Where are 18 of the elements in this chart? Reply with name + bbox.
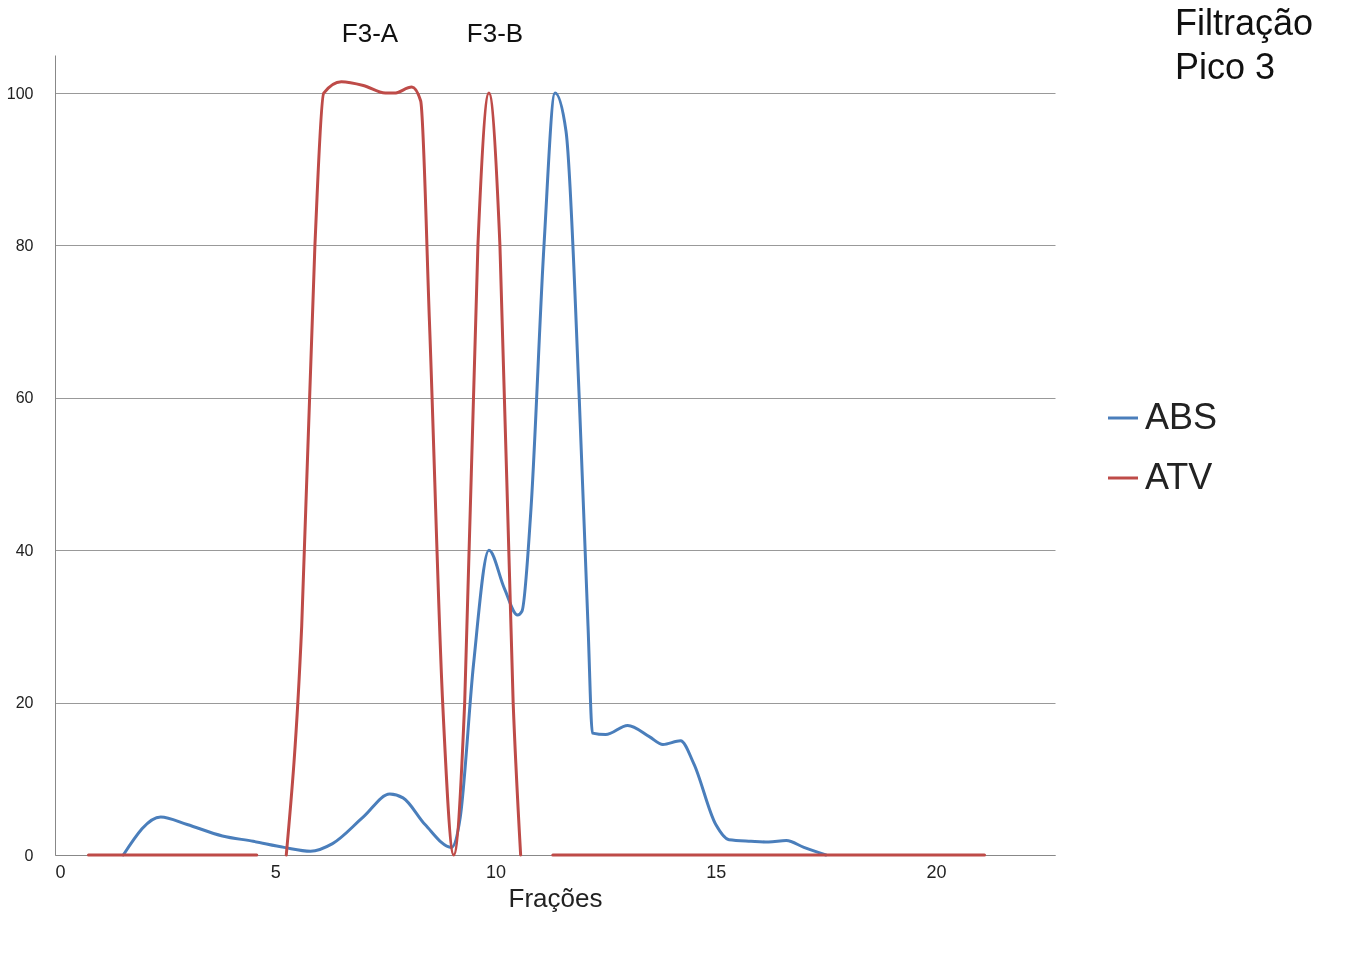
y-tick-label: 40 [15,541,34,559]
text: Filtração Pico 3 [1175,2,1314,87]
y-tick-label: 80 [15,236,34,254]
y-tick-label: 100 [6,84,34,102]
y-tick-label: 60 [15,389,34,407]
x-tick-label: 15 [706,861,727,882]
y-tick-label: 0 [24,846,34,864]
x-tick-label: 10 [486,861,507,882]
x-tick-label: 5 [270,861,281,882]
text: F3-A [341,18,399,48]
line-series [121,91,828,857]
y-tick-label: 20 [15,694,34,712]
x-axis-title: Frações [508,882,603,913]
legend-label: ABS [1145,396,1218,437]
legend-label: ATV [1145,456,1213,497]
text: F3-B [466,18,524,48]
x-tick-label: 20 [926,861,947,882]
x-tick-label: 0 [55,861,66,882]
